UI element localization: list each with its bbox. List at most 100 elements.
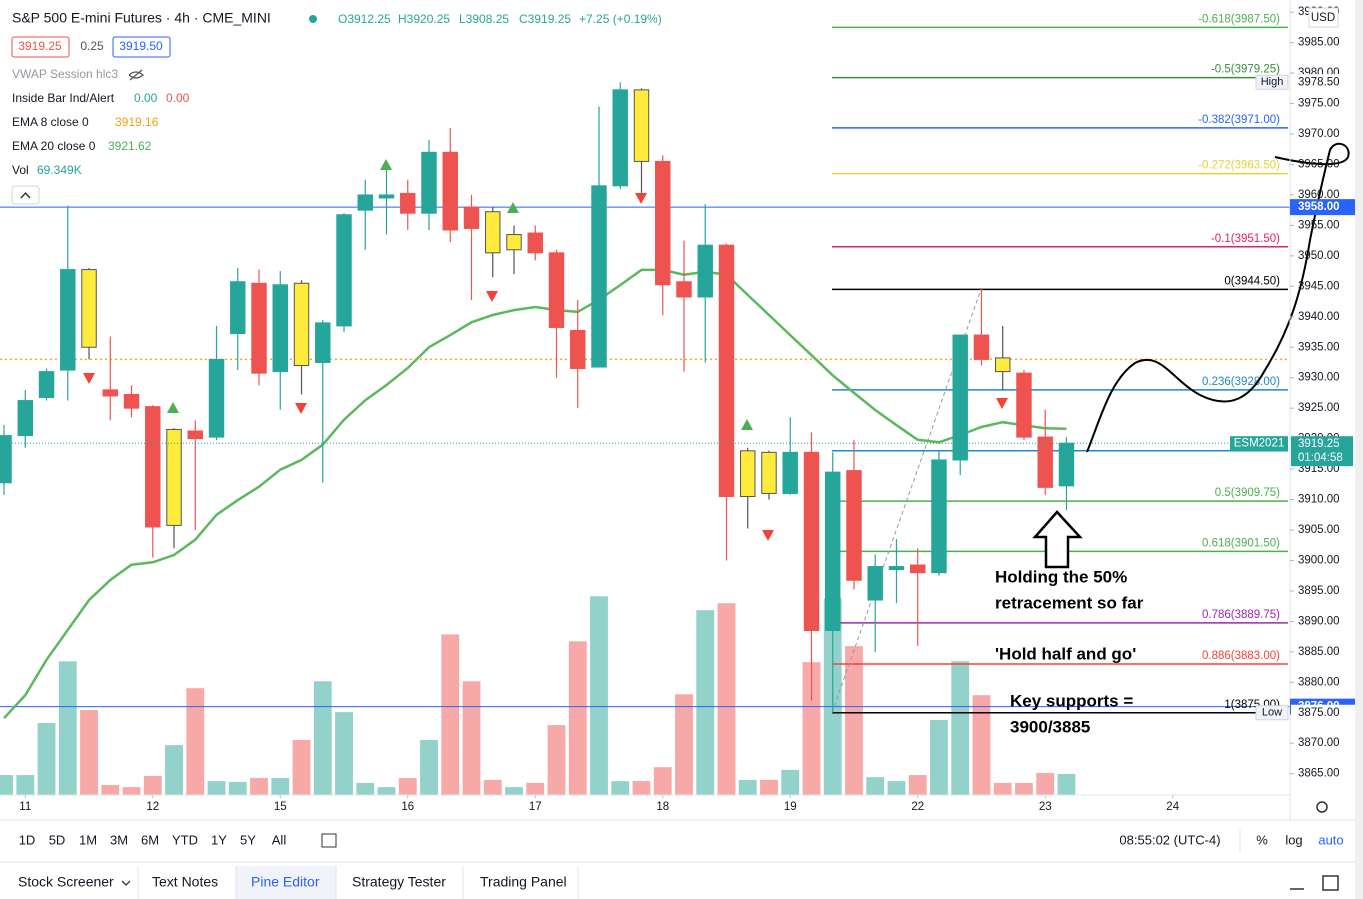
candle-body bbox=[506, 234, 522, 251]
x-tick-label: 19 bbox=[784, 801, 797, 813]
volume-bar bbox=[781, 769, 800, 795]
volume-bar bbox=[356, 782, 375, 795]
candle-body bbox=[846, 470, 862, 581]
indicator-name[interactable]: Vol bbox=[12, 163, 29, 177]
alert-down bbox=[996, 398, 1008, 409]
range-button[interactable]: 3M bbox=[110, 832, 128, 847]
candle-body bbox=[952, 334, 968, 461]
alert-down bbox=[635, 193, 647, 204]
indicator-vwap[interactable]: VWAP Session hlc3 bbox=[12, 67, 118, 81]
dropdown-icon[interactable] bbox=[121, 880, 131, 886]
range-button[interactable]: 1M bbox=[79, 832, 97, 847]
countdown: 01:04:58 bbox=[1298, 452, 1343, 464]
candle-body bbox=[591, 185, 607, 368]
candle-body bbox=[1058, 442, 1075, 487]
range-button[interactable]: 1Y bbox=[211, 832, 227, 847]
volume-bar bbox=[483, 779, 502, 795]
candle-body bbox=[676, 281, 692, 298]
fib-label: -0.618(3987.50) bbox=[1198, 13, 1280, 25]
currency-box[interactable] bbox=[1308, 7, 1339, 28]
indicator-name[interactable]: Inside Bar Ind/Alert bbox=[12, 91, 115, 105]
range-button[interactable]: 6M bbox=[141, 832, 159, 847]
ask-price[interactable]: 3919.50 bbox=[119, 39, 163, 53]
volume-bar bbox=[441, 634, 460, 795]
candle-body bbox=[485, 211, 501, 254]
candle-body bbox=[38, 371, 55, 398]
alert-up bbox=[741, 419, 753, 430]
y-tick-label: 3900.00 bbox=[1298, 554, 1340, 566]
y-tick-label: 3925.00 bbox=[1298, 402, 1340, 414]
ohlc-high: H3920.25 bbox=[398, 12, 450, 26]
maximize-icon[interactable] bbox=[1322, 875, 1339, 891]
candle-body bbox=[272, 284, 288, 373]
ema-line bbox=[3, 268, 1067, 720]
volume-bar bbox=[866, 777, 885, 795]
fib-label: 0.786(3889.75) bbox=[1202, 609, 1280, 621]
volume-bar bbox=[80, 709, 98, 795]
candle-body bbox=[633, 89, 650, 162]
volume-bar bbox=[335, 712, 353, 795]
calendar-icon[interactable] bbox=[321, 833, 337, 848]
y-tick-label: 3945.00 bbox=[1298, 280, 1340, 292]
fib-label: -0.1(3951.50) bbox=[1211, 233, 1280, 245]
x-tick-label: 15 bbox=[274, 801, 287, 813]
tab[interactable]: Stock Screener bbox=[18, 874, 114, 890]
scale-option[interactable]: % bbox=[1256, 832, 1268, 847]
settings-icon[interactable] bbox=[1316, 801, 1328, 813]
candle-body bbox=[0, 435, 12, 484]
symbol-tag-label: ESM2021 bbox=[1234, 438, 1285, 450]
volume-bar bbox=[186, 688, 205, 795]
candle-body bbox=[315, 322, 331, 363]
ohlc-change: +7.25 (+0.19%) bbox=[579, 12, 662, 26]
indicator-name[interactable]: EMA 8 close 0 bbox=[12, 115, 89, 129]
volume-bar bbox=[526, 782, 545, 795]
price-line-label: 3958.00 bbox=[1298, 201, 1340, 213]
candle-body bbox=[994, 357, 1011, 373]
range-button[interactable]: YTD bbox=[172, 832, 198, 847]
candle-body bbox=[612, 89, 628, 187]
hand-drawing bbox=[1086, 142, 1350, 453]
candle-body bbox=[910, 564, 926, 574]
alert-down bbox=[762, 530, 774, 541]
tab[interactable]: Pine Editor bbox=[251, 874, 320, 890]
fib-label: 0.5(3909.75) bbox=[1215, 487, 1280, 499]
x-tick-label: 23 bbox=[1039, 801, 1052, 813]
last-price-tag bbox=[1291, 436, 1353, 467]
annotation: retracement so far bbox=[995, 593, 1144, 612]
tab[interactable]: Strategy Tester bbox=[352, 874, 446, 890]
fib-label: 0.236(3928.00) bbox=[1202, 376, 1280, 388]
scrollbar[interactable] bbox=[1355, 0, 1363, 899]
buy-box[interactable] bbox=[112, 36, 171, 58]
tab[interactable]: Text Notes bbox=[152, 874, 218, 890]
range-button[interactable]: All bbox=[272, 832, 287, 847]
marker-box bbox=[1255, 74, 1289, 90]
range-button[interactable]: 1D bbox=[19, 832, 36, 847]
clock[interactable]: 08:55:02 (UTC-4) bbox=[1119, 832, 1220, 847]
volume-bar bbox=[313, 681, 332, 795]
scale-option[interactable]: log bbox=[1285, 832, 1302, 847]
scale-option[interactable]: auto bbox=[1318, 832, 1343, 847]
volume-bar bbox=[292, 739, 311, 795]
currency[interactable]: USD bbox=[1311, 12, 1335, 24]
tab[interactable]: Trading Panel bbox=[480, 874, 567, 890]
eye-off-icon[interactable] bbox=[128, 69, 144, 81]
bid-price[interactable]: 3919.25 bbox=[18, 39, 62, 53]
candle-body bbox=[17, 400, 34, 437]
alert-down bbox=[83, 373, 95, 384]
candle-body bbox=[463, 206, 480, 229]
alert-down bbox=[486, 291, 498, 302]
collapse-button[interactable] bbox=[11, 185, 40, 205]
range-button[interactable]: 5D bbox=[49, 832, 66, 847]
volume-bar bbox=[1015, 782, 1033, 795]
candle-body bbox=[442, 151, 458, 231]
volume-bar bbox=[717, 603, 736, 795]
sell-box[interactable] bbox=[11, 36, 70, 58]
range-button[interactable]: 5Y bbox=[240, 832, 256, 847]
candle-body bbox=[697, 244, 713, 298]
indicator-name[interactable]: EMA 20 close 0 bbox=[12, 139, 96, 153]
candle-body bbox=[230, 281, 246, 335]
fib-label: -0.382(3971.00) bbox=[1198, 114, 1280, 126]
symbol-title[interactable]: S&P 500 E-mini Futures · 4h · CME_MINI bbox=[12, 10, 271, 26]
